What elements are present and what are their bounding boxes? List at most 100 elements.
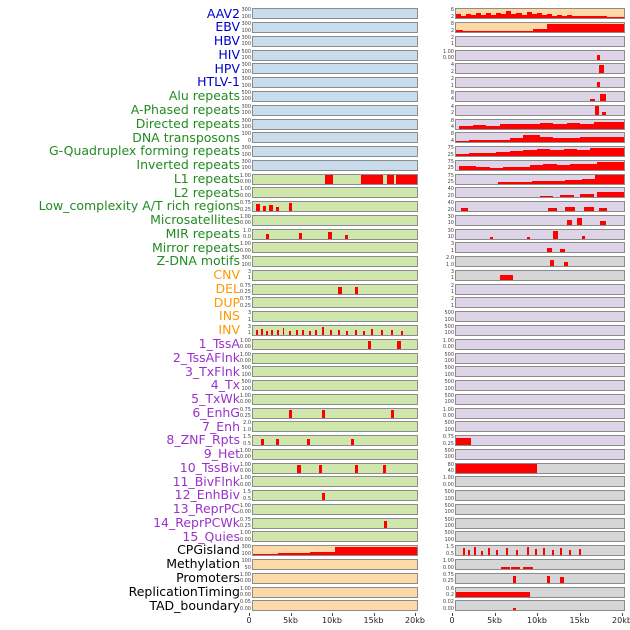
signal-bar bbox=[556, 165, 571, 170]
track-row-hpv: HPV 300 100 4 2 bbox=[4, 62, 630, 76]
y-tick-label: 100 bbox=[444, 371, 454, 378]
y-tick-label: 75 bbox=[447, 172, 454, 179]
x-tick-label: 20kb bbox=[405, 616, 425, 625]
signal-bar bbox=[330, 330, 333, 335]
signal-bar bbox=[597, 161, 624, 170]
signal-bar bbox=[597, 191, 624, 198]
signal-bar bbox=[321, 409, 325, 418]
signal-bar bbox=[590, 98, 596, 101]
y-axis-ticks: 0.75 0.25 bbox=[240, 407, 252, 419]
x-tick-mark bbox=[332, 613, 333, 616]
signal-bar bbox=[380, 330, 383, 335]
y-axis-ticks: 80 40 bbox=[446, 462, 455, 474]
y-axis-ticks: 300 100 bbox=[241, 77, 252, 88]
left-track bbox=[252, 490, 418, 502]
right-track bbox=[455, 600, 625, 612]
y-axis-ticks: 1.00 0.00 bbox=[443, 559, 455, 570]
right-track bbox=[455, 35, 625, 47]
y-axis-ticks: 500 100 bbox=[444, 394, 455, 405]
y-axis-ticks: 500 100 bbox=[241, 49, 252, 61]
right-track bbox=[455, 393, 625, 405]
signal-bar bbox=[489, 237, 493, 239]
signal-bar bbox=[456, 464, 537, 473]
y-tick-label: 1.5 bbox=[446, 544, 454, 551]
y-tick-label: 2 bbox=[450, 110, 454, 117]
y-tick-label: 1.0 bbox=[243, 426, 251, 433]
signal-bar bbox=[456, 29, 463, 33]
x-tick-mark bbox=[622, 613, 623, 616]
y-tick-label: 1.00 bbox=[239, 530, 251, 537]
y-tick-label: 0.00 bbox=[239, 605, 251, 612]
y-axis-ticks: 500 100 bbox=[444, 325, 455, 336]
signal-bar bbox=[501, 14, 507, 19]
left-track bbox=[252, 462, 418, 474]
y-tick-label: 300 bbox=[241, 21, 251, 28]
signal-bar bbox=[285, 553, 294, 556]
signal-bar bbox=[486, 125, 500, 129]
row-label: Low_complexity A/T rich regions bbox=[38, 198, 240, 214]
y-axis-ticks: 300 100 bbox=[241, 7, 252, 19]
signal-bar bbox=[551, 15, 557, 19]
signal-bar bbox=[318, 552, 327, 556]
track-row-methylation: Methylation 100 50 1.00 0.00 bbox=[4, 558, 630, 572]
track-row-mirror-repeats: Mirror repeats 1.00 0.00 3 1 bbox=[4, 241, 630, 255]
y-axis-ticks: 500 100 bbox=[444, 531, 455, 542]
y-tick-label: 0.00 bbox=[239, 220, 251, 227]
y-tick-label: 0.75 bbox=[239, 200, 251, 207]
signal-bar bbox=[371, 329, 374, 335]
right-track bbox=[455, 49, 625, 61]
y-axis-ticks: 1.00 0.00 bbox=[239, 585, 252, 598]
right-track bbox=[455, 586, 625, 598]
track-row-l2-repeats: L2 repeats 1.00 0.00 40 20 bbox=[4, 186, 630, 200]
y-tick-label: 4 bbox=[450, 137, 454, 144]
track-row-12-enhbiv: 12_EnhBiv 1.5 0.5 500 100 bbox=[4, 489, 630, 503]
y-axis-ticks: 500 100 bbox=[444, 352, 455, 364]
y-tick-label: 3 bbox=[247, 268, 251, 275]
y-tick-label: 100 bbox=[241, 385, 251, 392]
signal-bar bbox=[534, 548, 537, 556]
track-row-z-dna-motifs: Z-DNA motifs 300 100 2.0 1.0 bbox=[4, 255, 630, 269]
row-label: 12_EnhBiv bbox=[174, 487, 240, 503]
signal-bar bbox=[335, 546, 417, 556]
y-tick-label: 2 bbox=[450, 27, 454, 34]
signal-bar bbox=[354, 465, 358, 473]
signal-bar bbox=[513, 607, 517, 611]
y-tick-label: 1 bbox=[247, 275, 251, 282]
right-track bbox=[455, 90, 625, 102]
track-row-10-tssbiv: 10_TssBiv 1.00 0.00 80 40 bbox=[4, 461, 630, 475]
track-row-4-tx: 4_Tx 500 100 500 100 bbox=[4, 379, 630, 393]
y-tick-label: 300 bbox=[241, 7, 251, 14]
y-tick-label: 3 bbox=[450, 268, 454, 275]
signal-bar bbox=[456, 140, 470, 143]
y-tick-label: 0.25 bbox=[239, 289, 251, 296]
signal-bar bbox=[580, 123, 594, 129]
track-row-7-enh: 7_Enh 2.0 1.0 500 100 bbox=[4, 420, 630, 434]
signal-bar bbox=[275, 206, 280, 212]
y-axis-ticks: 1.00 0.00 bbox=[240, 339, 252, 350]
left-track bbox=[252, 311, 418, 323]
y-tick-label: 500 bbox=[241, 89, 251, 96]
signal-bar bbox=[395, 174, 417, 184]
y-tick-label: 0.75 bbox=[239, 282, 251, 289]
left-track bbox=[252, 283, 418, 295]
signal-bar bbox=[580, 193, 594, 198]
track-row-cpgisland: CPGisland 300 100 1.5 0.5 bbox=[4, 544, 630, 558]
y-tick-label: 1 bbox=[450, 302, 454, 309]
y-tick-label: 100 bbox=[241, 371, 251, 378]
y-tick-label: 1.00 bbox=[239, 172, 251, 179]
signal-bar bbox=[367, 340, 372, 349]
right-track bbox=[455, 269, 625, 281]
signal-bar bbox=[256, 204, 260, 212]
y-tick-label: 100 bbox=[241, 96, 251, 103]
signal-bar bbox=[602, 112, 606, 115]
signal-bar bbox=[550, 150, 564, 157]
right-track bbox=[455, 448, 625, 460]
signal-bar bbox=[459, 165, 477, 170]
signal-bar bbox=[496, 549, 499, 556]
signal-bar bbox=[474, 547, 477, 556]
row-label: L2 repeats bbox=[173, 184, 240, 200]
right-track bbox=[455, 159, 625, 171]
y-tick-label: 1.00 bbox=[239, 585, 251, 592]
